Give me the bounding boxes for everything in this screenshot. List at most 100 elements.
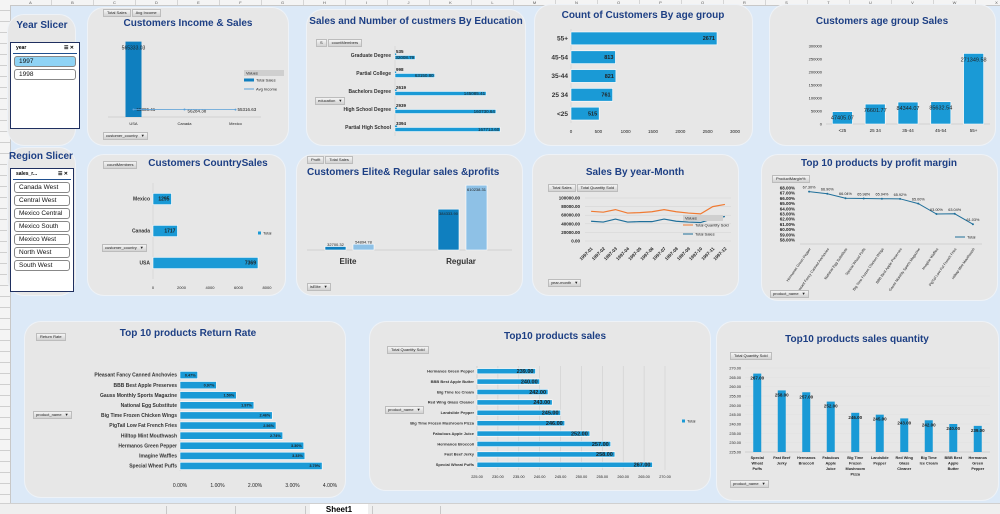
- data-label: 245.00: [873, 417, 887, 422]
- column-header[interactable]: G: [262, 0, 304, 5]
- point[interactable]: [808, 191, 810, 193]
- filter-dropdown-icon[interactable]: ▼: [574, 280, 578, 286]
- bar[interactable]: [827, 402, 835, 452]
- category-label: 25 34: [552, 92, 569, 99]
- column-header[interactable]: F: [220, 0, 262, 5]
- pivot-field-button[interactable]: isElite▼: [307, 283, 331, 291]
- point[interactable]: [936, 213, 938, 215]
- filter-dropdown-icon[interactable]: ▼: [338, 98, 342, 104]
- column-header[interactable]: C: [94, 0, 136, 5]
- pivot-value-button[interactable]: Return Rate: [36, 333, 66, 341]
- column-header[interactable]: J: [388, 0, 430, 5]
- pivot-value-button[interactable]: countMembers: [328, 39, 362, 47]
- pivot-value-button[interactable]: Total Sales: [103, 9, 131, 17]
- pivot-value-button[interactable]: Total Quantity Sold: [730, 352, 772, 360]
- bar[interactable]: [180, 452, 305, 459]
- filter-dropdown-icon[interactable]: ▼: [417, 407, 421, 413]
- pivot-value-button[interactable]: S: [316, 39, 327, 47]
- bar[interactable]: [180, 432, 283, 439]
- field-name: product_name: [733, 481, 759, 487]
- data-label: 239.00: [971, 428, 985, 433]
- category-label: Pepper: [873, 462, 886, 466]
- filter-dropdown-icon[interactable]: ▼: [324, 284, 328, 290]
- bar[interactable]: [153, 257, 258, 268]
- bar[interactable]: [477, 462, 652, 467]
- multi-select-icon[interactable]: ☰ ✕: [58, 171, 68, 177]
- slicer-item[interactable]: Canada West: [14, 182, 70, 193]
- field-name: customer_country: [105, 245, 137, 251]
- multi-select-icon[interactable]: ☰ ✕: [64, 45, 74, 51]
- pivot-field-button[interactable]: education▼: [315, 97, 345, 105]
- column-header[interactable]: D: [136, 0, 178, 5]
- bar[interactable]: [180, 412, 272, 419]
- slicer-item[interactable]: Central West: [14, 195, 70, 206]
- column-header[interactable]: H: [304, 0, 346, 5]
- column-header[interactable]: A: [10, 0, 52, 5]
- point[interactable]: [845, 197, 847, 199]
- bar[interactable]: [180, 422, 276, 429]
- column-header[interactable]: E: [178, 0, 220, 5]
- pivot-value-button[interactable]: Avg Income: [132, 9, 161, 17]
- line-total-quantity-sold[interactable]: [591, 204, 725, 213]
- filter-dropdown-icon[interactable]: ▼: [65, 412, 69, 418]
- filter-dropdown-icon[interactable]: ▼: [141, 133, 145, 139]
- pivot-value-button[interactable]: ProductMargin%: [772, 175, 810, 183]
- bar-profit[interactable]: [325, 247, 346, 250]
- column-header[interactable]: L: [472, 0, 514, 5]
- pivot-value-button[interactable]: Total Quantity Sold: [387, 346, 429, 354]
- sheet-tab-bar: Sheet1: [0, 503, 1000, 514]
- column-header[interactable]: I: [346, 0, 388, 5]
- category-label: Big Time: [921, 456, 937, 460]
- pivot-field-button[interactable]: product_name▼: [33, 411, 72, 419]
- bar-total-sales[interactable]: [466, 185, 487, 250]
- pivot-field-button[interactable]: customer_country▼: [103, 132, 148, 140]
- point[interactable]: [899, 198, 901, 200]
- point[interactable]: [863, 198, 865, 200]
- filter-dropdown-icon[interactable]: ▼: [140, 245, 144, 251]
- slicer-item[interactable]: Mexico South: [14, 221, 70, 232]
- pivot-field-button[interactable]: customer_country▼: [102, 244, 147, 252]
- pivot-value-button[interactable]: Total Quantity Sold: [577, 184, 619, 192]
- point[interactable]: [972, 223, 974, 225]
- filter-dropdown-icon[interactable]: ▼: [762, 481, 766, 487]
- bar[interactable]: [477, 441, 611, 446]
- column-header[interactable]: K: [430, 0, 472, 5]
- bar-total-sales[interactable]: [353, 244, 374, 250]
- bar[interactable]: [753, 374, 761, 452]
- point[interactable]: [881, 198, 883, 200]
- column-header[interactable]: B: [52, 0, 94, 5]
- pivot-field-button[interactable]: product_name▼: [770, 290, 809, 298]
- filter-dropdown-icon[interactable]: ▼: [802, 291, 806, 297]
- bar[interactable]: [778, 390, 786, 452]
- point[interactable]: [917, 203, 919, 205]
- pivot-value-button[interactable]: Total Sales: [548, 184, 576, 192]
- pivot-value-button[interactable]: Total Sales: [325, 156, 353, 164]
- slicer-item[interactable]: 1997: [14, 56, 76, 67]
- pivot-field-button[interactable]: year-month▼: [548, 279, 581, 287]
- bar-total-sales[interactable]: [126, 42, 142, 117]
- point[interactable]: [954, 213, 956, 215]
- pivot-field-button[interactable]: product_name▼: [730, 480, 769, 488]
- pivot-value-button[interactable]: Profit: [307, 156, 324, 164]
- bar[interactable]: [964, 53, 984, 124]
- slicer-item[interactable]: Mexico West: [14, 234, 70, 245]
- slicer-item[interactable]: 1998: [14, 69, 76, 80]
- category-label: Hermanos Green Pepper: [427, 369, 474, 374]
- slicer-item[interactable]: Mexico Central: [14, 208, 70, 219]
- year-slicer-title: Year Slicer: [16, 20, 67, 31]
- bar[interactable]: [477, 452, 615, 457]
- point[interactable]: [826, 193, 828, 195]
- data-label: 66.04%: [839, 192, 853, 196]
- bar[interactable]: [180, 462, 322, 469]
- bar[interactable]: [571, 32, 717, 45]
- bar[interactable]: [180, 442, 304, 449]
- slicer-item[interactable]: South West: [14, 260, 70, 271]
- slicer-item[interactable]: North West: [14, 247, 70, 258]
- pivot-field-button[interactable]: product_name▼: [385, 406, 424, 414]
- bar[interactable]: [802, 392, 810, 452]
- pivot-value-button[interactable]: countMembers: [103, 161, 137, 169]
- y-tick-label: 150000: [809, 83, 823, 88]
